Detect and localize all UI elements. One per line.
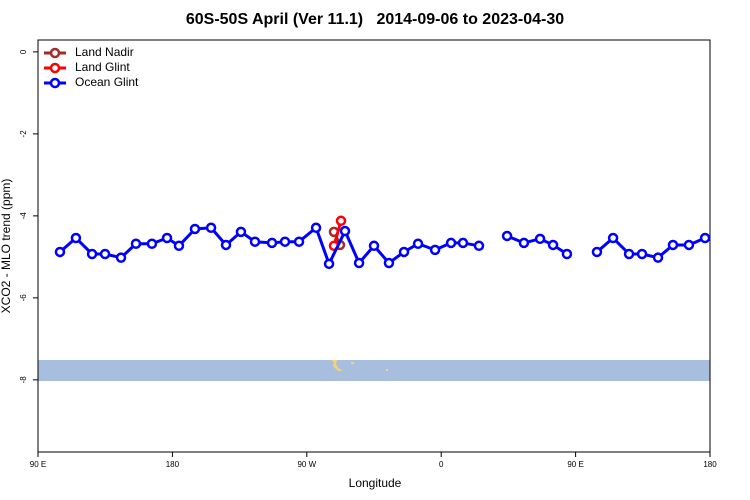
y-tick-label: -4 (19, 212, 28, 220)
point (518, 237, 530, 249)
point (54, 246, 66, 258)
y-tick-label: -2 (19, 130, 28, 138)
x-tick-label: 180 (166, 460, 180, 469)
point (547, 239, 559, 251)
legend-label: Ocean Glint (75, 75, 139, 89)
point (335, 215, 347, 227)
point (636, 248, 648, 260)
point (383, 257, 395, 269)
y-tick-label: -6 (19, 294, 28, 302)
plot-frame (37, 39, 711, 453)
point (279, 236, 291, 247)
x-tick-label: 90 W (297, 460, 316, 469)
x-axis-label: Longitude (349, 476, 402, 490)
point (189, 223, 201, 235)
point (310, 222, 322, 234)
y-tick-label: -8 (19, 376, 28, 384)
point (699, 232, 711, 244)
map-strip (38, 360, 710, 381)
point (146, 238, 158, 249)
point (607, 232, 619, 244)
point (173, 240, 185, 252)
x-tick-label: 90 E (567, 460, 583, 469)
land-shape (331, 360, 343, 371)
point (130, 238, 142, 249)
point (501, 230, 513, 242)
point (115, 252, 127, 263)
point (220, 239, 232, 251)
point (534, 233, 546, 245)
point (235, 226, 247, 238)
land-shape (386, 369, 388, 371)
point (205, 222, 217, 234)
point (561, 248, 573, 260)
point (368, 240, 380, 252)
point (323, 258, 335, 270)
point (86, 248, 98, 260)
point (293, 236, 305, 247)
point (339, 225, 351, 237)
legend-marker (49, 77, 61, 89)
point (249, 236, 261, 247)
point (623, 248, 635, 260)
y-tick-label: 0 (19, 49, 28, 54)
point (473, 240, 485, 252)
point (161, 232, 173, 244)
point (266, 237, 278, 249)
legend-label: Land Glint (75, 60, 130, 74)
point (667, 239, 679, 251)
legend-label: Land Nadir (75, 45, 134, 59)
chart-title: 60S-50S April (Ver 11.1) 2014-09-06 to 2… (186, 11, 564, 28)
y-axis-label: XCO2 - MLO trend (ppm) (0, 179, 13, 314)
point (398, 246, 410, 258)
point (99, 248, 111, 260)
point (412, 238, 424, 249)
legend-marker (49, 62, 61, 74)
point (457, 237, 469, 249)
legend-marker (49, 47, 61, 59)
x-tick-label: 90 E (30, 460, 46, 469)
point (591, 246, 603, 258)
point (353, 257, 365, 269)
land-shape (351, 362, 354, 364)
point (429, 244, 441, 256)
point (652, 252, 664, 263)
x-tick-label: 0 (439, 460, 444, 469)
point (683, 239, 695, 251)
point (445, 237, 457, 249)
x-tick-label: 180 (703, 460, 717, 469)
point (70, 232, 82, 244)
